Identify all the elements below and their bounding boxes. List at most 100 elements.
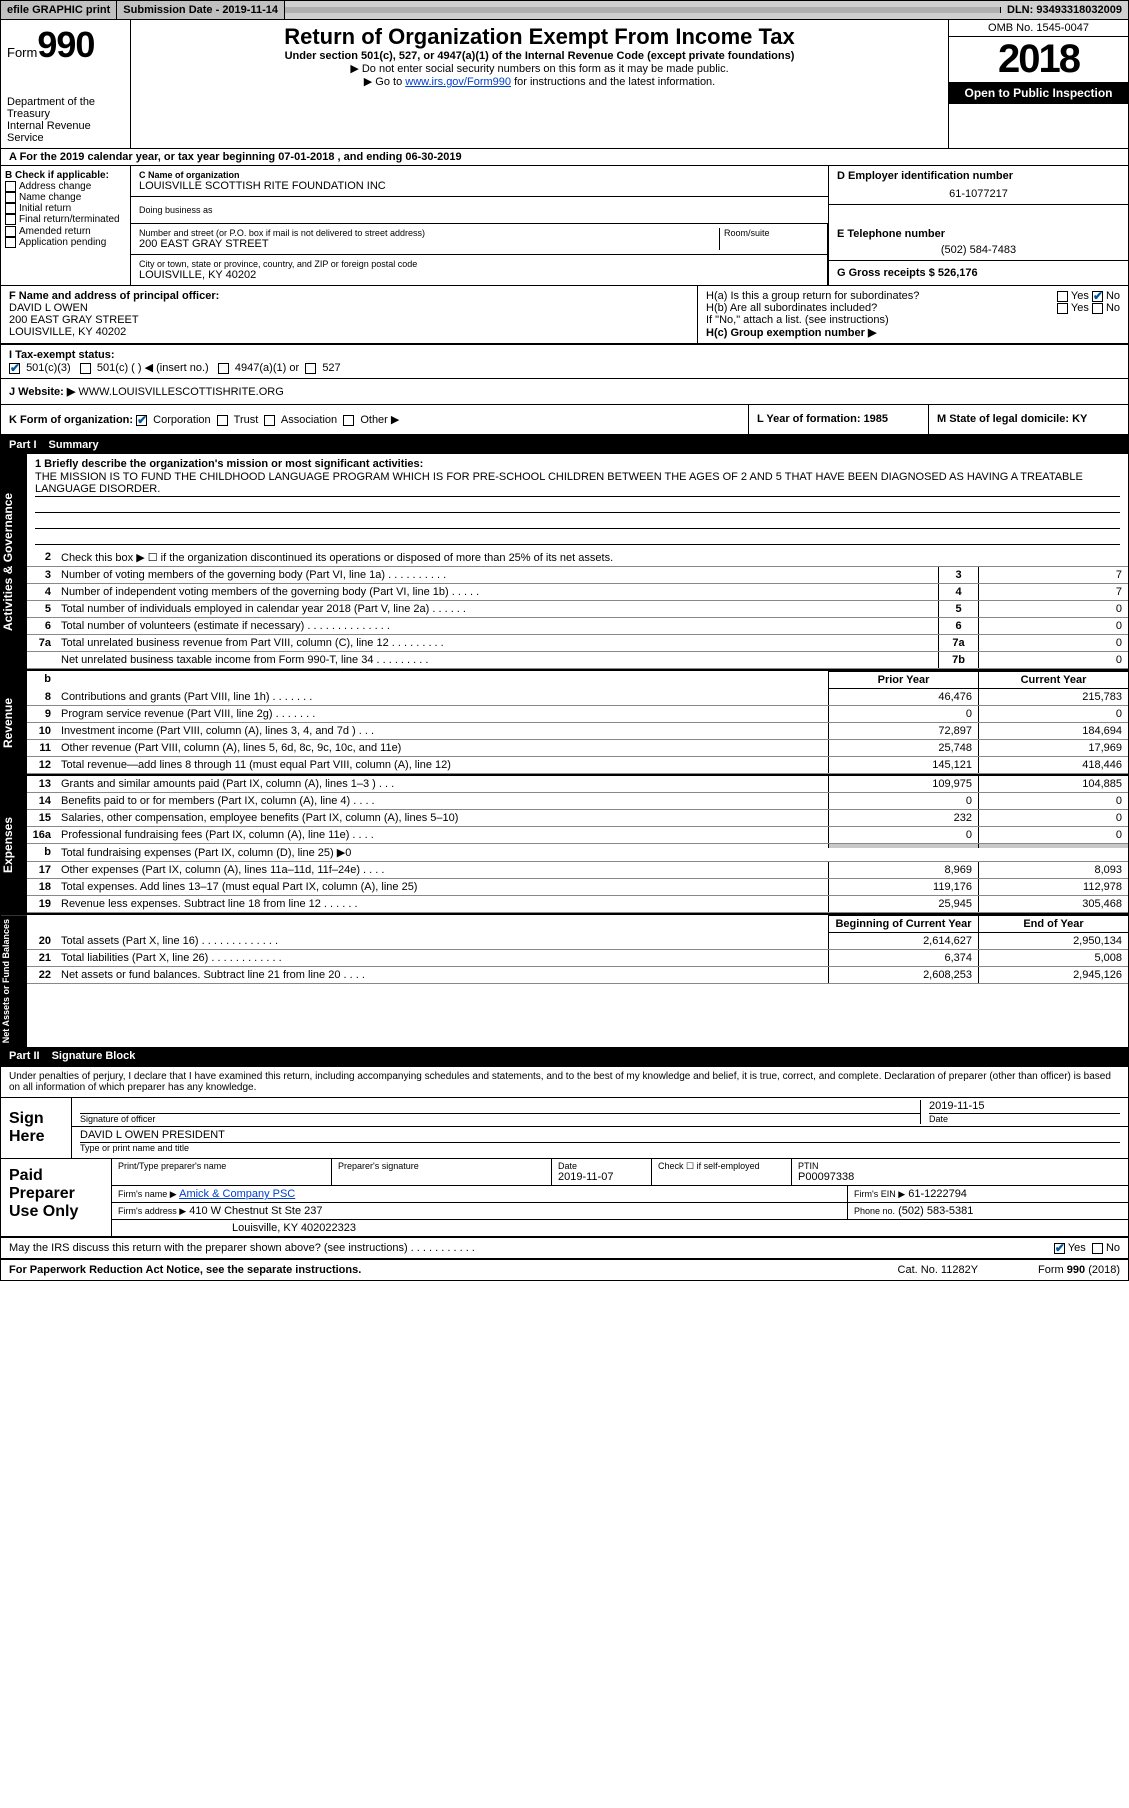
officer-label: F Name and address of principal officer: [9,290,689,302]
line-box: 4 [938,584,978,600]
line-text: Program service revenue (Part VIII, line… [57,706,828,722]
line-text: Total assets (Part X, line 16) . . . . .… [57,933,828,949]
current-year-hdr: Current Year [978,671,1128,689]
gov-line: 7aTotal unrelated business revenue from … [27,635,1128,652]
sign-here-label: Sign Here [1,1098,71,1158]
name-title-label: Type or print name and title [80,1143,1120,1153]
dba-label: Doing business as [139,205,820,215]
form-id-box: Form990 Department of the Treasury Inter… [1,20,131,148]
discuss-yes-chk[interactable] [1054,1243,1065,1254]
current-year-value: 112,978 [978,879,1128,895]
prior-year-value: 72,897 [828,723,978,739]
officer-sig-line[interactable] [80,1100,920,1114]
line-text: Grants and similar amounts paid (Part IX… [57,776,828,792]
line-num: 21 [27,950,57,966]
hb-no-chk[interactable] [1092,303,1103,314]
current-year-value: 2,945,126 [978,967,1128,983]
revenue-section: Revenue b Prior Year Current Year 8Contr… [1,669,1128,774]
line-value: 0 [978,601,1128,617]
phone-value: (502) 584-7483 [837,240,1120,256]
prior-year-hdr: Prior Year [828,671,978,689]
room-label: Room/suite [724,228,819,238]
current-year-value: 215,783 [978,689,1128,705]
chk-amended[interactable]: Amended return [5,226,126,237]
gov-line: 4Number of independent voting members of… [27,584,1128,601]
line-text: Revenue less expenses. Subtract line 18 … [57,896,828,912]
line-text: Contributions and grants (Part VIII, lin… [57,689,828,705]
paperwork-notice: For Paperwork Reduction Act Notice, see … [9,1264,361,1276]
box-j: J Website: ▶ WWW.LOUISVILLESCOTTISHRITE.… [1,379,1128,405]
chk-name-change[interactable]: Name change [5,192,126,203]
chk-other[interactable] [343,415,354,426]
discuss-no: No [1106,1242,1120,1254]
beginning-year-hdr: Beginning of Current Year [828,915,978,933]
line-text: Total revenue—add lines 8 through 11 (mu… [57,757,828,773]
gross-receipts: G Gross receipts $ 526,176 [837,267,978,279]
end-year-hdr: End of Year [978,915,1128,933]
cat-no: Cat. No. 11282Y [898,1264,979,1276]
irs-form990-link[interactable]: www.irs.gov/Form990 [405,76,511,88]
ha-yes-chk[interactable] [1057,291,1068,302]
efile-print-button[interactable]: efile GRAPHIC print [1,1,117,19]
hb-question: H(b) Are all subordinates included? [706,302,1057,314]
chk-501c3[interactable] [9,363,20,374]
line-b: b [27,671,57,689]
ha-no-chk[interactable] [1092,291,1103,302]
print-name-label: Print/Type preparer's name [118,1161,325,1171]
ha-yes: Yes [1071,290,1089,302]
chk-501c[interactable] [80,363,91,374]
ein-label: D Employer identification number [837,170,1120,182]
fin-line: 14Benefits paid to or for members (Part … [27,793,1128,810]
goto-prefix: ▶ Go to [364,76,405,88]
omb-number: OMB No. 1545-0047 [949,20,1128,37]
line-value: 7 [978,567,1128,583]
form-990-page: efile GRAPHIC print Submission Date - 20… [0,0,1129,1281]
form-word: Form [7,45,37,60]
instruct-ssn: ▶ Do not enter social security numbers o… [139,62,940,75]
prep-date-label: Date [558,1161,645,1171]
line-text: Number of independent voting members of … [57,584,938,600]
chk-address-change[interactable]: Address change [5,181,126,192]
line-box: 6 [938,618,978,634]
hb-yes-chk[interactable] [1057,303,1068,314]
form-title: Return of Organization Exempt From Incom… [139,24,940,50]
officer-name: DAVID L OWEN [9,302,689,314]
chk-4947[interactable] [218,363,229,374]
chk-initial-return[interactable]: Initial return [5,203,126,214]
side-label-governance: Activities & Governance [1,454,27,669]
firm-ein-label: Firm's EIN ▶ [854,1189,905,1199]
line-num: 12 [27,757,57,773]
discuss-no-chk[interactable] [1092,1243,1103,1254]
prior-year-value: 232 [828,810,978,826]
current-year-value: 17,969 [978,740,1128,756]
dept-treasury: Department of the Treasury [7,96,124,120]
current-year-value: 0 [978,706,1128,722]
firm-name-link[interactable]: Amick & Company PSC [179,1188,295,1200]
chk-app-pending[interactable]: Application pending [5,237,126,248]
firm-phone-value: (502) 583-5381 [898,1205,973,1217]
website-label: J Website: ▶ [9,386,75,398]
prior-year-value: 46,476 [828,689,978,705]
prior-year-value: 2,614,627 [828,933,978,949]
ha-no: No [1106,290,1120,302]
fin-line: 8Contributions and grants (Part VIII, li… [27,689,1128,706]
chk-trust[interactable] [217,415,228,426]
gov-line: 2Check this box ▶ ☐ if the organization … [27,549,1128,567]
firm-addr1: 410 W Chestnut St Ste 237 [189,1205,322,1217]
gov-line: 3Number of voting members of the governi… [27,567,1128,584]
side-label-revenue: Revenue [1,671,27,774]
fin-line: 13Grants and similar amounts paid (Part … [27,776,1128,793]
line-text: Net unrelated business taxable income fr… [57,652,938,668]
paid-preparer-label: Paid Preparer Use Only [1,1159,111,1236]
line-text: Investment income (Part VIII, column (A)… [57,723,828,739]
box-klm: K Form of organization: Corporation Trus… [1,405,1128,436]
chk-final-return[interactable]: Final return/terminated [5,214,126,225]
chk-527[interactable] [305,363,316,374]
chk-assoc[interactable] [264,415,275,426]
submission-date-button[interactable]: Submission Date - 2019-11-14 [117,1,285,19]
chk-corp[interactable] [136,415,147,426]
hb-yes: Yes [1071,302,1089,314]
current-year-value: 184,694 [978,723,1128,739]
org-name-label: C Name of organization [139,170,820,180]
part1-num: Part I [9,439,37,451]
